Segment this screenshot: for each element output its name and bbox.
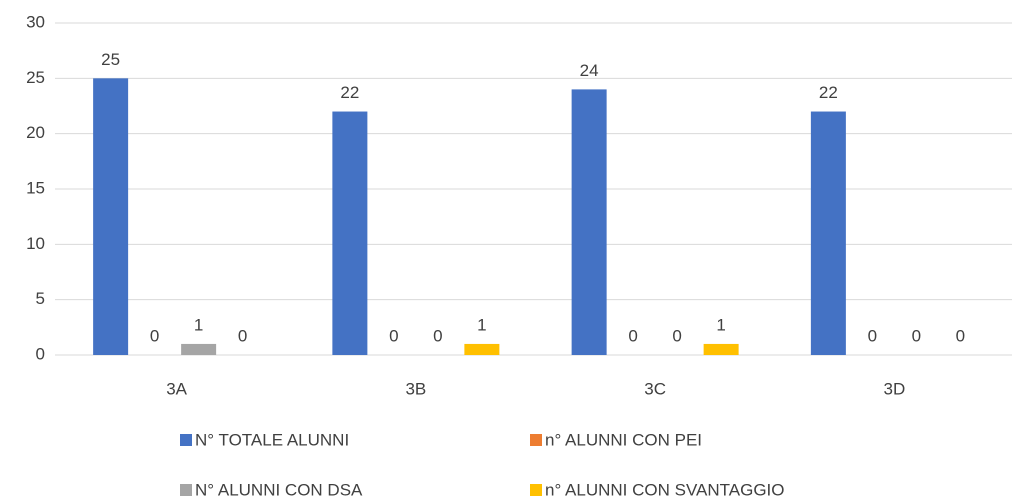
data-label: 0 [389,326,398,345]
data-label: 1 [194,315,203,334]
legend-swatch [530,434,542,446]
y-tick-label: 20 [26,123,45,142]
legend-swatch [180,484,192,496]
bar [810,111,846,356]
legend-swatch [530,484,542,496]
y-tick-label: 15 [26,178,45,197]
data-label: 0 [672,326,681,345]
x-tick-label: 3A [166,379,187,398]
data-label: 0 [956,326,965,345]
data-label: 25 [101,50,120,69]
bar [703,343,739,355]
data-label: 22 [819,83,838,102]
y-tick-label: 5 [36,289,45,308]
legend-swatch [180,434,192,446]
data-label: 22 [340,83,359,102]
bar [93,78,129,355]
data-label: 0 [628,326,637,345]
data-label: 1 [477,315,486,334]
y-tick-label: 10 [26,234,45,253]
legend-label: n° ALUNNI CON SVANTAGGIO [545,480,785,499]
bar [571,89,607,356]
x-tick-label: 3C [644,379,666,398]
data-label: 0 [150,326,159,345]
bar [464,343,500,355]
bar [332,111,368,356]
data-label: 0 [912,326,921,345]
bar [181,343,217,355]
data-label: 1 [716,315,725,334]
x-tick-label: 3D [884,379,906,398]
data-label: 24 [580,61,599,80]
data-label: 0 [238,326,247,345]
data-label: 0 [868,326,877,345]
data-label: 0 [433,326,442,345]
legend-label: N° TOTALE ALUNNI [195,430,349,449]
y-tick-label: 25 [26,68,45,87]
legend-label: N° ALUNNI CON DSA [195,480,363,499]
y-tick-label: 30 [26,12,45,31]
legend-label: n° ALUNNI CON PEI [545,430,702,449]
x-tick-label: 3B [405,379,426,398]
y-tick-label: 0 [36,344,45,363]
